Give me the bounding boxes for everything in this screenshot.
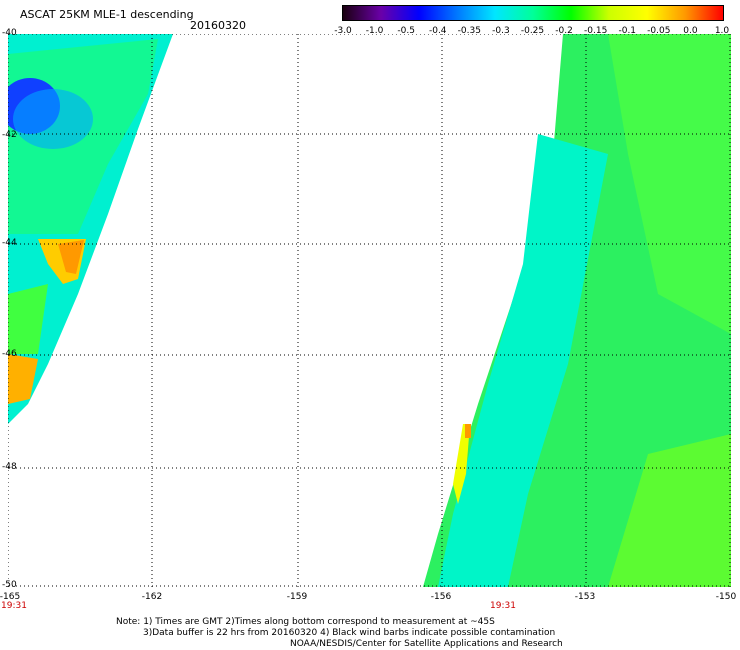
swath-right-green-north bbox=[608, 34, 731, 334]
swath-right-green-south bbox=[608, 434, 731, 587]
note-line-2: 3)Data buffer is 22 hrs from 20160320 4)… bbox=[143, 628, 556, 638]
swath-right-cyan bbox=[438, 134, 608, 587]
swath-left-orange-2 bbox=[8, 354, 38, 404]
colorbar-tick: -0.2 bbox=[555, 26, 573, 36]
colorbar-tick: -3.0 bbox=[334, 26, 352, 36]
lon-label-156: -156 bbox=[430, 592, 452, 602]
lat-label-48: -48 bbox=[2, 462, 17, 472]
map-title: ASCAT 25KM MLE-1 descending bbox=[20, 8, 194, 21]
swath-left-lower-green bbox=[8, 284, 48, 354]
colorbar-tick: -0.1 bbox=[618, 26, 637, 36]
colorbar-tick: -0.25 bbox=[520, 26, 545, 36]
lon-label-165: -165 bbox=[0, 592, 21, 602]
lon-label-162: -162 bbox=[141, 592, 163, 602]
colorbar-tick: -1.0 bbox=[365, 26, 384, 36]
swath-left-blue-halo bbox=[13, 89, 93, 149]
colorbar-tick: -0.35 bbox=[457, 26, 481, 36]
map-date: 20160320 bbox=[190, 19, 246, 32]
swath-left-orange bbox=[58, 240, 84, 274]
swath-right-yellow bbox=[453, 424, 470, 504]
lat-label-46: -46 bbox=[2, 349, 17, 359]
colorbar-tick: -0.3 bbox=[492, 26, 510, 36]
colorbar-tick: -0.4 bbox=[428, 26, 447, 36]
note-line-1: Note: 1) Times are GMT 2)Times along bot… bbox=[116, 617, 495, 627]
colorbar-tick: -0.15 bbox=[584, 26, 608, 36]
note-line-3: NOAA/NESDIS/Center for Satellite Applica… bbox=[290, 639, 563, 649]
swath-map bbox=[8, 34, 731, 587]
pass-time-left: 19:31 bbox=[1, 601, 27, 611]
lat-label-44: -44 bbox=[2, 238, 17, 248]
colorbar-tick: -0.5 bbox=[397, 26, 415, 36]
lon-label-159: -159 bbox=[286, 592, 308, 602]
colorbar-tick: 1.0 bbox=[714, 26, 730, 36]
swath-right-orange bbox=[465, 424, 471, 438]
colorbar bbox=[342, 5, 724, 21]
pass-time-right: 19:31 bbox=[490, 601, 516, 611]
colorbar-tick: 0.0 bbox=[683, 26, 698, 36]
lat-label-40: -40 bbox=[2, 28, 17, 38]
lon-label-153: -153 bbox=[574, 592, 596, 602]
lat-label-50: -50 bbox=[2, 580, 17, 590]
lat-label-42: -42 bbox=[2, 130, 17, 140]
lon-label-150: -150 bbox=[715, 592, 737, 602]
colorbar-tick: -0.05 bbox=[647, 26, 671, 36]
